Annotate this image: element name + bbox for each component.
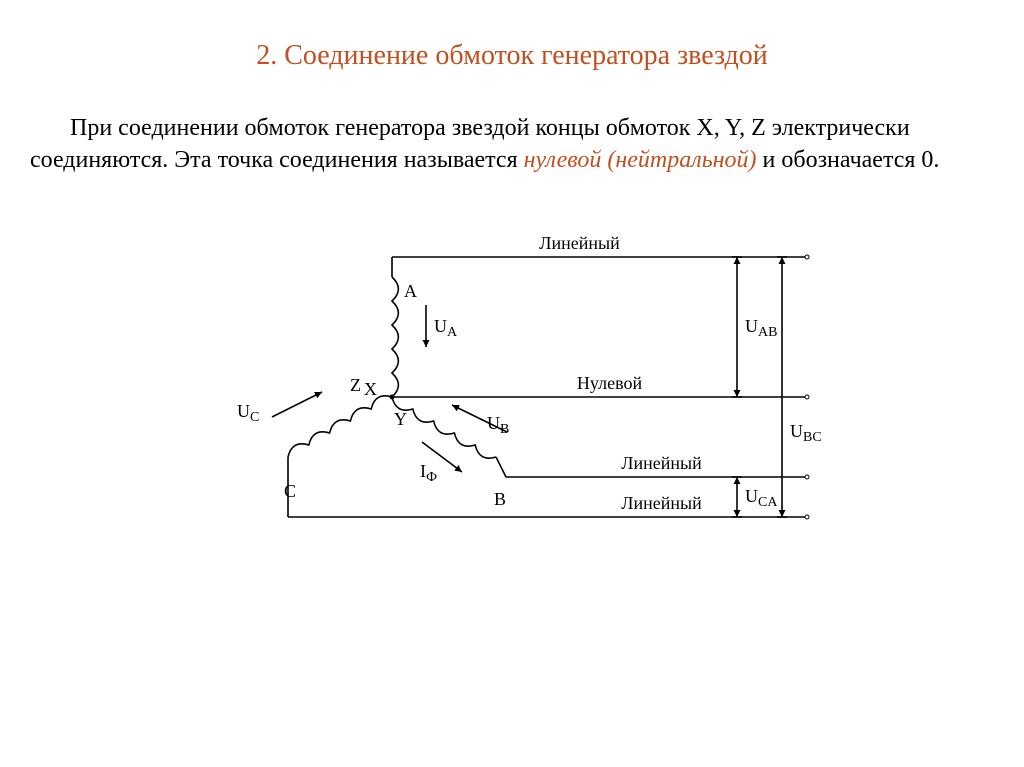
svg-text:Y: Y bbox=[394, 409, 407, 429]
svg-text:UBC: UBC bbox=[790, 421, 822, 445]
para-part2: и обозначается 0. bbox=[757, 147, 940, 173]
svg-text:UC: UC bbox=[237, 401, 259, 425]
svg-text:B: B bbox=[494, 489, 506, 509]
intro-paragraph: При соединении обмоток генератора звездо… bbox=[30, 112, 994, 177]
svg-text:Линейный: Линейный bbox=[539, 233, 620, 253]
svg-text:X: X bbox=[364, 379, 377, 399]
page-title: 2. Соединение обмоток генератора звездой bbox=[30, 40, 994, 72]
diagram-container: A B C XY Z UA UB UC IФ Линейный Нулевой Линейный Лин… bbox=[30, 207, 994, 567]
svg-text:UB: UB bbox=[487, 413, 509, 437]
svg-text:UAB: UAB bbox=[745, 316, 777, 340]
svg-text:Z: Z bbox=[350, 375, 361, 395]
svg-text:C: C bbox=[284, 481, 296, 501]
svg-text:Нулевой: Нулевой bbox=[577, 373, 643, 393]
svg-text:Линейный: Линейный bbox=[621, 453, 702, 473]
svg-text:IФ: IФ bbox=[420, 461, 437, 485]
svg-text:UA: UA bbox=[434, 316, 458, 340]
star-connection-diagram: A B C XY Z UA UB UC IФ Линейный Нулевой Линейный Лин… bbox=[192, 207, 832, 567]
svg-text:Линейный: Линейный bbox=[621, 493, 702, 513]
svg-text:A: A bbox=[404, 281, 417, 301]
svg-text:UCA: UCA bbox=[745, 486, 778, 510]
para-em: нулевой (нейтральной) bbox=[524, 147, 757, 173]
